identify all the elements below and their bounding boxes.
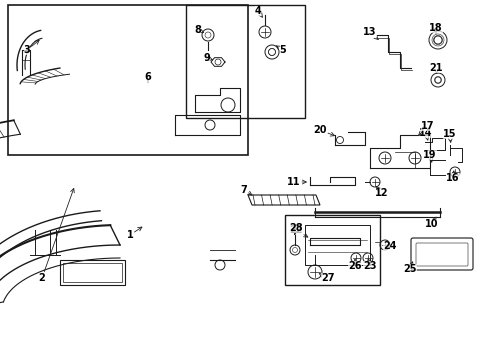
- Bar: [185, 5, 305, 118]
- Text: 3: 3: [23, 40, 39, 55]
- Text: 4: 4: [254, 6, 262, 17]
- Text: 27: 27: [319, 273, 334, 283]
- Text: 21: 21: [428, 63, 442, 73]
- Text: 23: 23: [363, 259, 376, 271]
- Bar: [285, 215, 379, 285]
- Text: 24: 24: [383, 241, 396, 251]
- Text: 19: 19: [423, 150, 436, 162]
- Text: 18: 18: [428, 23, 442, 33]
- Text: 22: 22: [289, 225, 307, 237]
- Text: 15: 15: [442, 129, 456, 142]
- Text: 8: 8: [194, 25, 203, 35]
- Text: 25: 25: [403, 262, 416, 274]
- Text: 20: 20: [313, 125, 334, 136]
- Text: 11: 11: [286, 177, 305, 187]
- Text: 1: 1: [126, 227, 142, 240]
- Text: 10: 10: [425, 217, 438, 229]
- Text: 26: 26: [347, 260, 361, 271]
- Bar: [8, 5, 247, 155]
- Text: 14: 14: [418, 128, 432, 140]
- Text: 17: 17: [418, 121, 434, 135]
- Text: 6: 6: [144, 72, 151, 82]
- Text: 28: 28: [288, 223, 302, 235]
- Bar: [305, 225, 369, 265]
- Text: 5: 5: [276, 45, 286, 55]
- Text: 9: 9: [203, 53, 212, 63]
- Text: 7: 7: [240, 185, 251, 195]
- Text: 13: 13: [363, 27, 378, 40]
- Text: 16: 16: [446, 171, 459, 183]
- Bar: [60, 260, 125, 285]
- Text: 12: 12: [374, 187, 388, 198]
- Bar: [63, 263, 122, 282]
- Text: 2: 2: [39, 189, 74, 283]
